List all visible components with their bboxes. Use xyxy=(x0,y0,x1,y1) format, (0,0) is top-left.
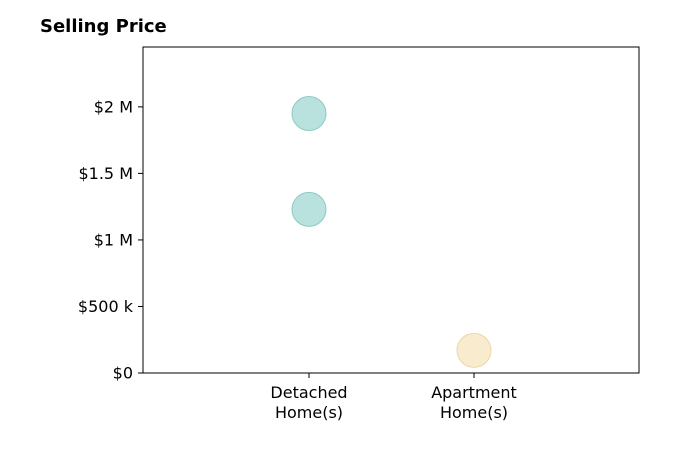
x-tick-label-line: Detached xyxy=(270,383,347,402)
y-tick-label-3: $1.5 M xyxy=(78,164,133,183)
y-tick-label-2: $1 M xyxy=(94,230,133,249)
x-tick-label-0: Detached Home(s) xyxy=(270,383,347,422)
y-tick-label-1: $500 k xyxy=(78,297,134,316)
y-tick-label-0: $0 xyxy=(113,364,133,383)
x-tick-label-1: Apartment Home(s) xyxy=(431,383,517,422)
data-point-1 xyxy=(291,191,327,227)
x-tick-label-line: Home(s) xyxy=(440,403,508,422)
data-point-2 xyxy=(456,332,492,368)
y-tick-label-4: $2 M xyxy=(94,97,133,116)
data-point-0 xyxy=(291,96,327,132)
x-tick-label-line: Apartment xyxy=(431,383,517,402)
x-tick-label-line: Home(s) xyxy=(275,403,343,422)
chart-title: Selling Price xyxy=(40,16,167,37)
chart-marks xyxy=(291,96,492,368)
plot-frame xyxy=(142,46,640,374)
